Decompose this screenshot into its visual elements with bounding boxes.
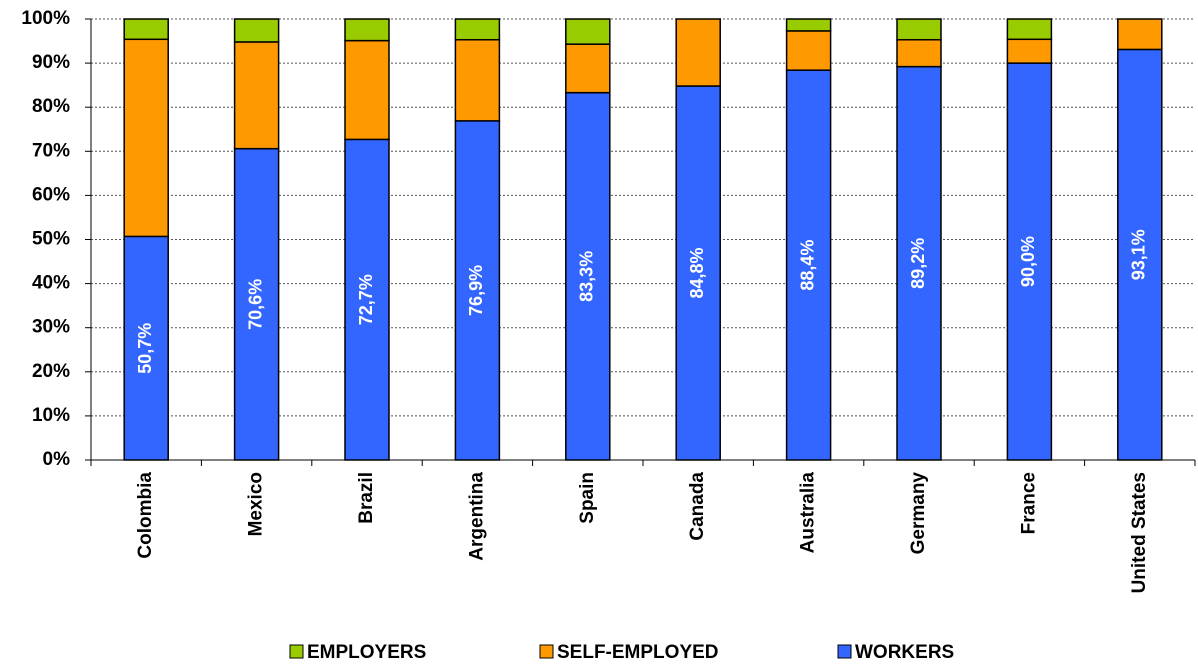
value-label: 88,4% [797, 240, 817, 291]
bar-segment [454, 120, 501, 461]
bar-segment [454, 18, 501, 41]
x-tick-label: Germany [908, 472, 929, 555]
bar-segment [344, 39, 390, 141]
bar-segment [233, 18, 280, 43]
legend-swatch [539, 644, 554, 659]
y-tick-label: 20% [32, 361, 70, 382]
bar-segment [785, 30, 832, 71]
value-label: 89,2% [908, 238, 928, 289]
bar-segment [344, 138, 390, 461]
value-label: 72,7% [356, 274, 376, 325]
y-tick-label: 70% [32, 140, 70, 161]
bar-segment [675, 18, 721, 87]
y-tick-label: 80% [32, 96, 70, 117]
bar-segment [565, 43, 611, 94]
bar-segment [1006, 62, 1053, 461]
value-label: 76,9% [466, 265, 486, 316]
bar-segment [1117, 18, 1163, 51]
bar-segment [896, 38, 942, 68]
y-tick-label: 60% [32, 184, 70, 205]
x-tick-label: Brazil [356, 472, 377, 524]
bar-segment [565, 18, 611, 45]
bar-segment [1006, 38, 1053, 64]
value-label: 50,7% [135, 323, 155, 374]
y-tick-label: 10% [32, 405, 70, 426]
bar-segment [233, 147, 280, 461]
legend-label: SELF-EMPLOYED [557, 642, 719, 663]
bar-segment [344, 18, 390, 42]
bar-segment [896, 65, 942, 461]
bar-segment [1006, 18, 1053, 41]
bar-segment [123, 38, 169, 238]
x-tick-label: Mexico [246, 472, 267, 536]
x-tick-label: United States [1129, 472, 1150, 593]
x-tick-label: Australia [798, 472, 819, 554]
legend-label: WORKERS [855, 642, 954, 663]
legend-label: EMPLOYERS [307, 642, 426, 663]
bar-segment [896, 18, 942, 41]
y-tick-label: 90% [32, 52, 70, 73]
x-tick-label: Argentina [466, 472, 487, 561]
y-tick-label: 40% [32, 273, 70, 294]
x-tick-label: Colombia [135, 472, 156, 559]
y-tick-label: 30% [32, 317, 70, 338]
y-tick-label: 50% [32, 229, 70, 250]
x-tick-label: Spain [577, 472, 598, 524]
y-tick-label: 0% [43, 449, 71, 470]
bar-segment [123, 18, 169, 41]
value-label: 70,6% [245, 279, 265, 330]
bar-segment [454, 38, 501, 122]
value-label: 93,1% [1129, 229, 1149, 280]
y-tick-label: 100% [21, 8, 70, 29]
value-label: 83,3% [577, 251, 597, 302]
x-tick-label: Canada [687, 472, 708, 541]
value-label: 84,8% [687, 247, 707, 298]
legend-swatch [289, 644, 304, 659]
legend-swatch [837, 644, 852, 659]
bar-segment [675, 85, 721, 461]
value-label: 90,0% [1018, 236, 1038, 287]
bar-segment [785, 18, 832, 32]
bar-segment [233, 41, 280, 150]
bar-segment [1117, 48, 1163, 461]
x-tick-label: France [1018, 472, 1039, 534]
